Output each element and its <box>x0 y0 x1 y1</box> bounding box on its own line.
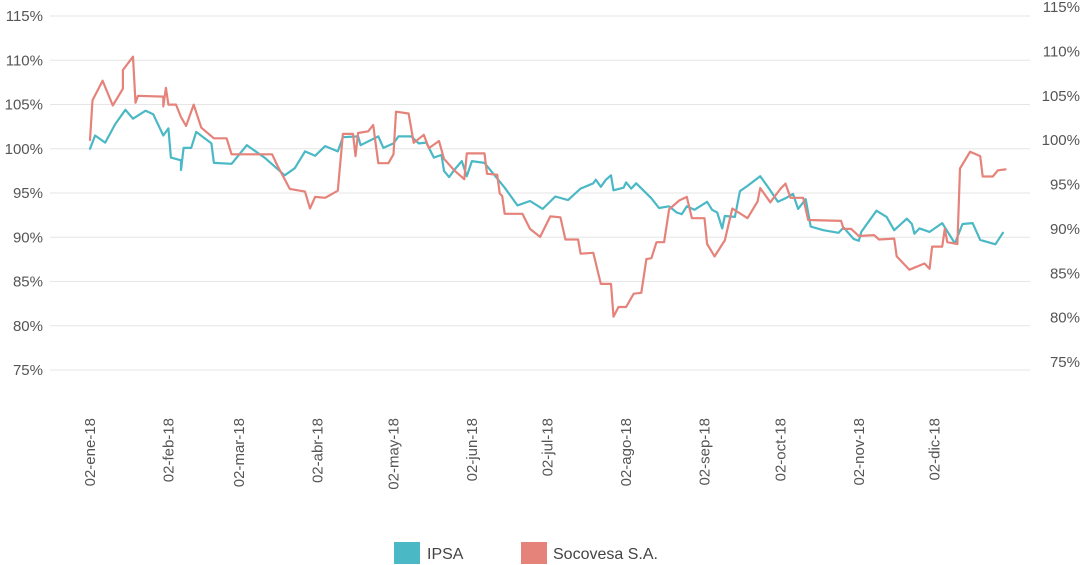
x-tick-label: 02-feb-18 <box>160 418 177 482</box>
right-tick-label: 75% <box>1050 354 1080 371</box>
x-tick-label: 02-dic-18 <box>927 418 944 481</box>
right-tick-label: 80% <box>1050 310 1080 327</box>
legend-label: Socovesa S.A. <box>553 546 658 563</box>
x-tick-label: 02-abr-18 <box>310 418 327 483</box>
x-axis: 02-ene-18 02-feb-18 02-mar-18 02-abr-18 02-m… <box>82 418 944 490</box>
left-tick-label: 115% <box>6 8 43 25</box>
left-tick-label: 90% <box>13 229 43 246</box>
gridlines <box>50 15 1030 371</box>
right-tick-label: 95% <box>1050 177 1080 194</box>
left-tick-label: 95% <box>13 185 43 202</box>
right-tick-label: 110% <box>1043 43 1080 60</box>
legend-swatch <box>521 542 547 564</box>
left-tick-label: 100% <box>5 141 43 158</box>
right-tick-label: 105% <box>1042 88 1080 105</box>
x-tick-label: 02-ago-18 <box>618 418 635 486</box>
right-tick-label: 90% <box>1050 221 1080 238</box>
right-tick-label: 100% <box>1042 132 1080 149</box>
right-y-axis: 75% 80% 85% 90% 95% 100% 105% 110% 115% <box>1042 0 1080 371</box>
legend: IPSA Socovesa S.A. <box>394 542 658 564</box>
series-line-socovesa-s-a <box>88 55 1007 318</box>
right-tick-label: 115% <box>1043 0 1080 16</box>
x-tick-label: 02-ene-18 <box>82 418 99 486</box>
left-y-axis: 75% 80% 85% 90% 95% 100% 105% 110% 115% <box>5 8 43 379</box>
x-tick-label: 02-nov-18 <box>851 418 868 486</box>
x-tick-label: 02-jul-18 <box>540 418 557 476</box>
left-tick-label: 75% <box>13 362 43 379</box>
left-tick-label: 80% <box>13 318 43 335</box>
left-tick-label: 105% <box>5 97 43 114</box>
legend-label: IPSA <box>427 546 464 563</box>
left-tick-label: 110% <box>6 52 43 69</box>
x-tick-label: 02-oct-18 <box>772 418 789 481</box>
series-lines <box>88 55 1007 318</box>
left-tick-label: 85% <box>13 274 43 291</box>
legend-swatch <box>394 542 420 564</box>
x-tick-label: 02-sep-18 <box>697 418 714 486</box>
x-tick-label: 02-mar-18 <box>231 418 248 487</box>
right-tick-label: 85% <box>1050 265 1080 282</box>
x-tick-label: 02-may-18 <box>385 418 402 490</box>
x-tick-label: 02-jun-18 <box>464 418 481 481</box>
